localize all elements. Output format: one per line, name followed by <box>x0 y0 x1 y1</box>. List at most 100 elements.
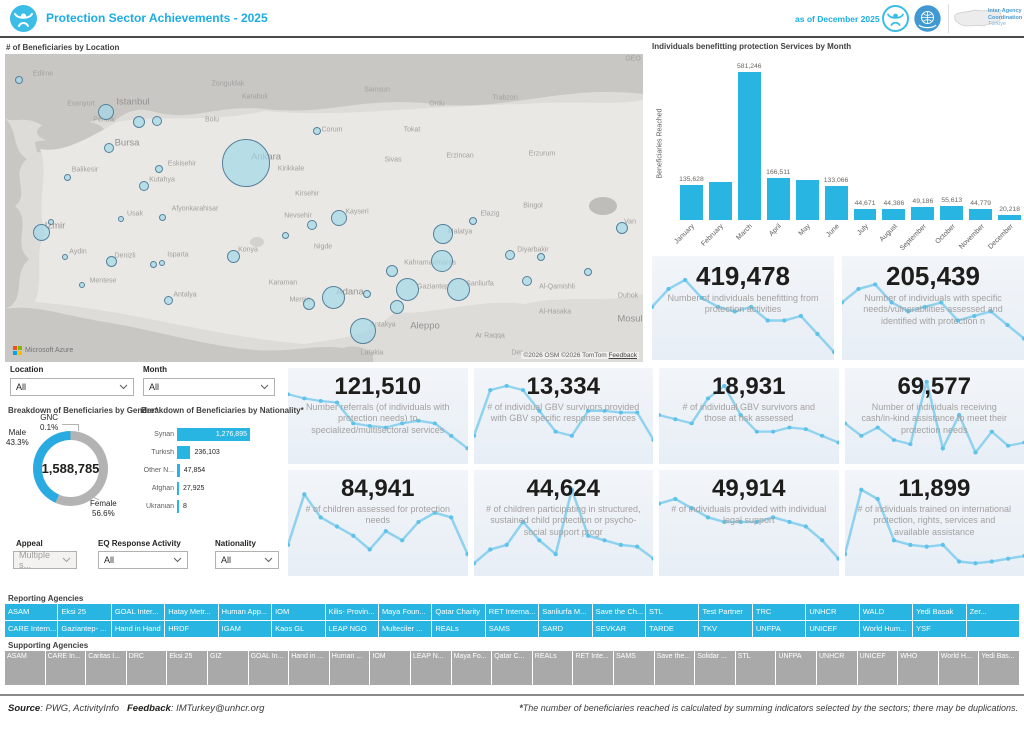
kpi-description: # of individuals provided with individua… <box>671 504 827 526</box>
map-bubble[interactable] <box>133 116 145 128</box>
nationality-bar[interactable] <box>177 499 179 513</box>
bar-category-label: February <box>700 223 726 248</box>
supporting-agency-cell: Yedi Bas... <box>979 651 1019 685</box>
nationality-bar[interactable] <box>177 445 191 459</box>
nationality-bar[interactable] <box>177 463 180 477</box>
location-dropdown[interactable]: All <box>10 378 134 396</box>
month-bar-october[interactable]: 55,613 October <box>934 197 964 246</box>
map-bubble[interactable] <box>469 217 477 225</box>
eq-response-dropdown[interactable]: All <box>98 551 188 569</box>
map-bubble[interactable] <box>62 254 68 260</box>
nationality-bar[interactable] <box>177 481 179 495</box>
bar-category-label: October <box>934 223 957 246</box>
map-bubble[interactable] <box>363 290 371 298</box>
kpi-card: 11,899 # of individuals trained on intern… <box>844 470 1024 576</box>
supporting-agency-cell: SAMS <box>613 651 654 685</box>
month-bar-august[interactable]: 44,386 August <box>878 200 906 243</box>
feedback-email[interactable]: : IMTurkey@unhcr.org <box>170 703 265 714</box>
map-bubble[interactable] <box>395 277 419 301</box>
map-bubble[interactable] <box>15 76 23 84</box>
map-city-label: Esenyurt <box>67 100 95 108</box>
map-bubble[interactable] <box>616 222 628 234</box>
month-bar-july[interactable]: 44,671 July <box>853 200 877 237</box>
map-bubble[interactable] <box>331 210 347 226</box>
month-bar-december[interactable]: 20,218 December <box>987 206 1022 251</box>
map-bubble[interactable] <box>152 116 162 126</box>
map-bubble[interactable] <box>32 223 50 241</box>
map-bubble[interactable] <box>222 139 270 187</box>
month-bar-november[interactable]: 44,779 November <box>958 200 993 251</box>
month-bar-september[interactable]: 49,186 September <box>899 198 935 252</box>
reporting-agency-cell: YSF <box>913 621 966 637</box>
map-bubble[interactable] <box>307 220 317 230</box>
map-bubble[interactable] <box>149 260 157 268</box>
map-bubble[interactable] <box>431 250 453 272</box>
map-bubble[interactable] <box>350 318 376 344</box>
reporting-agency-cell: HRDF <box>165 621 218 637</box>
map-bubble[interactable] <box>226 249 240 263</box>
appeal-dropdown-value: Multiple s... <box>19 550 51 570</box>
map-bubble[interactable] <box>159 260 165 266</box>
map-bubble[interactable] <box>537 253 545 261</box>
map-bubble[interactable] <box>321 285 345 309</box>
kpi-value: 84,941 <box>341 475 415 502</box>
month-bar-may[interactable]: May <box>795 180 819 237</box>
map-city-label: Diyarbakir <box>517 246 549 254</box>
map-city-label: Bingol <box>523 202 543 210</box>
reporting-agency-cell: UNICEF <box>806 621 859 637</box>
map-bubble[interactable] <box>163 295 173 305</box>
map-bubble[interactable] <box>522 276 532 286</box>
month-bar-april[interactable]: 166,511 April <box>766 169 790 238</box>
leader-line <box>62 424 78 425</box>
kpi-card: 13,334 # of individual GBV survivors prov… <box>473 368 653 464</box>
map-city-label: Balikesir <box>71 166 99 174</box>
reporting-agencies-grid: ASAM Eksi 25 GOAL Inter... Hatay Metr... Hum… <box>5 604 1019 637</box>
month-dropdown[interactable]: All <box>143 378 275 396</box>
map-city-label: Aleppo <box>410 320 440 332</box>
appeal-filter-label: Appeal <box>16 539 43 548</box>
map-bubble[interactable] <box>79 282 85 288</box>
bar-value-label: 135,628 <box>679 176 704 184</box>
inter-agency-coordination-label: Inter-Agency Coordination Türkiye <box>988 8 1023 27</box>
month-bar-january[interactable]: 135,628 January <box>674 176 704 245</box>
map-bubble[interactable] <box>281 231 289 239</box>
map-bubble[interactable] <box>48 219 54 225</box>
map-feedback-link[interactable]: Feedback <box>608 352 637 359</box>
map-bubble[interactable] <box>433 224 453 244</box>
reporting-agency-cell: RET Interna... <box>485 604 539 620</box>
map-city-label: Ar Raqqa <box>475 332 505 340</box>
gender-label-gnc: GNC 0.1% <box>40 413 59 432</box>
map-city-label: Afyonkarahisar <box>171 205 219 213</box>
nationality-bar[interactable]: 1,276,895 <box>177 427 250 441</box>
month-bar-march[interactable]: 581,246 March <box>736 63 762 242</box>
month-bar-june[interactable]: 133,066 June <box>824 177 849 239</box>
map-bubble[interactable] <box>446 277 470 301</box>
map-bubble[interactable] <box>584 268 592 276</box>
map-bubble[interactable] <box>155 165 163 173</box>
map-bubble[interactable] <box>386 265 398 277</box>
map-bubble[interactable] <box>505 250 515 260</box>
kpi-value: 419,478 <box>696 261 790 291</box>
map-bubble[interactable] <box>303 298 315 310</box>
reporting-agency-cell: SEVKAR <box>592 621 646 637</box>
map-bubble[interactable] <box>98 104 114 120</box>
gender-donut-chart[interactable]: 1,588,785 <box>33 431 108 506</box>
appeal-dropdown[interactable]: Multiple s... <box>13 550 77 570</box>
reporting-agency-cell: Kilis- Provin... <box>325 604 378 620</box>
supporting-agency-cell: Solidar ... <box>695 651 735 685</box>
map-bubble[interactable] <box>63 173 71 181</box>
donut-hole <box>42 440 99 497</box>
chevron-down-icon <box>119 384 128 390</box>
map-bubble[interactable] <box>158 213 166 221</box>
map-bubble[interactable] <box>390 300 404 314</box>
map-bubble[interactable] <box>104 143 114 153</box>
month-bar-february[interactable]: February <box>701 182 732 248</box>
map-bubble[interactable] <box>105 255 117 267</box>
chevron-down-icon <box>264 557 273 563</box>
sparkline <box>842 282 1024 341</box>
supporting-agency-cell: DRC <box>126 651 167 685</box>
map-bubble[interactable] <box>118 216 124 222</box>
map-bubble[interactable] <box>313 127 321 135</box>
map-bubble[interactable] <box>139 181 149 191</box>
nationality-dropdown[interactable]: All <box>215 551 279 569</box>
